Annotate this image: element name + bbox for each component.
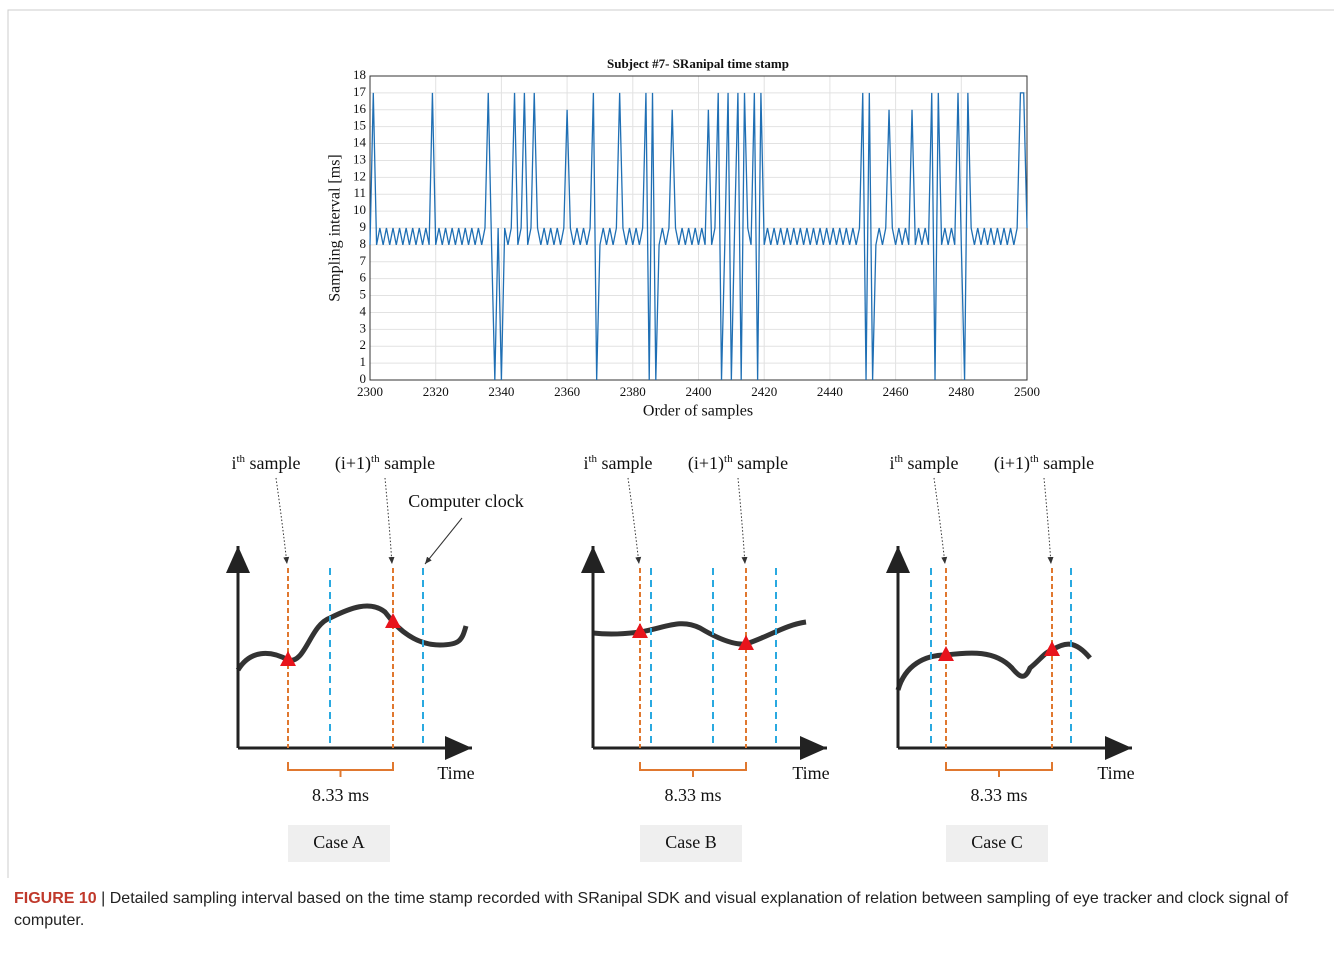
x-tick-label: 2480: [948, 384, 974, 399]
label-sup: th: [894, 453, 903, 465]
y-tick-label: 5: [360, 287, 367, 302]
label-sup: th: [724, 453, 733, 465]
pointer: [933, 477, 948, 565]
y-tick-label: 17: [353, 84, 367, 99]
x-tick-label: 2380: [620, 384, 646, 399]
caption-separator: |: [101, 890, 106, 907]
label-base: i: [231, 453, 236, 473]
label-rest: sample: [245, 453, 301, 473]
figure: Subject #7- SRanipal time stamp Order of…: [7, 9, 1334, 878]
signal-curve: [592, 619, 807, 647]
case-box: [946, 825, 1048, 862]
x-tick-label: 2300: [357, 384, 383, 399]
interval-bracket: [639, 762, 747, 777]
label-base: (i+1): [335, 453, 371, 474]
label-sup: th: [588, 453, 597, 465]
y-tick-label: 13: [353, 151, 366, 166]
case-label: Case B: [665, 832, 717, 852]
sample-label: ith sample: [889, 453, 958, 474]
x-tick-label: 2420: [751, 384, 777, 399]
case-label: Case C: [971, 832, 1023, 852]
y-tick-label: 15: [353, 118, 366, 133]
y-tick-label: 11: [353, 185, 366, 200]
sample-label: (i+1)th sample: [688, 453, 788, 475]
y-tick-label: 3: [360, 320, 367, 335]
sample-label: ith sample: [583, 453, 652, 474]
sample-label: (i+1)th sample: [335, 453, 435, 475]
pointer: [627, 477, 642, 565]
pointer: [275, 477, 290, 565]
sample-label: (i+1)th sample: [994, 453, 1094, 475]
y-axis-label: Sampling interval [ms]: [327, 154, 344, 302]
pointer: [1043, 477, 1054, 565]
time-label: Time: [1097, 763, 1134, 783]
label-base: i: [583, 453, 588, 473]
chart: Subject #7- SRanipal time stamp Order of…: [327, 56, 1040, 420]
label-rest: sample: [380, 453, 436, 473]
interval-label: 8.33 ms: [664, 785, 721, 805]
y-tick-label: 10: [353, 202, 366, 217]
interval-bracket: [287, 762, 394, 777]
interval-label: 8.33 ms: [970, 785, 1027, 805]
x-tick-label: 2440: [817, 384, 843, 399]
y-tick-label: 4: [360, 303, 367, 318]
interval-bracket: [945, 762, 1053, 777]
label-rest: sample: [733, 453, 789, 473]
pointer: [424, 517, 463, 565]
sample-point: [385, 613, 401, 628]
sample-label: ith sample: [231, 453, 300, 474]
sample-point: [632, 623, 648, 638]
sample-point: [938, 646, 954, 661]
x-tick-label: 2340: [488, 384, 514, 399]
y-tick-label: 0: [360, 371, 367, 386]
y-tick-label: 9: [360, 219, 367, 234]
label-sup: th: [236, 453, 245, 465]
label-sup: th: [371, 453, 380, 465]
y-tick-label: 12: [353, 168, 366, 183]
case-box: [640, 825, 742, 862]
time-label: Time: [437, 763, 474, 783]
caption-label: FIGURE 10: [14, 890, 97, 907]
signal-curve: [895, 641, 1092, 691]
label-base: (i+1): [994, 453, 1030, 474]
y-tick-label: 16: [353, 101, 367, 116]
interval-label: 8.33 ms: [312, 785, 369, 805]
sample-point: [280, 651, 296, 666]
label-rest: sample: [903, 453, 959, 473]
y-tick-label: 14: [353, 135, 367, 150]
x-tick-label: 2360: [554, 384, 580, 399]
caption: FIGURE 10 | Detailed sampling interval b…: [14, 888, 1324, 932]
sample-point: [738, 635, 754, 650]
x-tick-label: 2320: [423, 384, 449, 399]
x-tick-label: 2500: [1014, 384, 1040, 399]
y-tick-label: 18: [353, 67, 366, 82]
case-box: [288, 825, 390, 862]
label-sup: th: [1030, 453, 1039, 465]
x-axis-label: Order of samples: [643, 403, 753, 420]
label-rest: sample: [597, 453, 653, 473]
sample-point: [1044, 641, 1060, 656]
x-tick-label: 2460: [883, 384, 909, 399]
y-tick-label: 2: [360, 337, 367, 352]
chart-title: Subject #7- SRanipal time stamp: [607, 56, 789, 71]
signal-curve: [235, 603, 469, 672]
clock-label: Computer clock: [408, 491, 523, 511]
label-base: i: [889, 453, 894, 473]
time-label: Time: [792, 763, 829, 783]
y-tick-label: 7: [360, 253, 367, 268]
data-line: [369, 92, 1028, 381]
pointer: [737, 477, 748, 565]
label-base: (i+1): [688, 453, 724, 474]
frame: [7, 9, 1334, 878]
x-tick-label: 2400: [686, 384, 712, 399]
y-tick-label: 6: [360, 270, 367, 285]
y-tick-label: 1: [360, 354, 367, 369]
y-tick-label: 8: [360, 236, 367, 251]
label-rest: sample: [1039, 453, 1095, 473]
caption-text: Detailed sampling interval based on the …: [14, 890, 1289, 929]
pointer: [384, 477, 395, 565]
case-label: Case A: [313, 832, 365, 852]
